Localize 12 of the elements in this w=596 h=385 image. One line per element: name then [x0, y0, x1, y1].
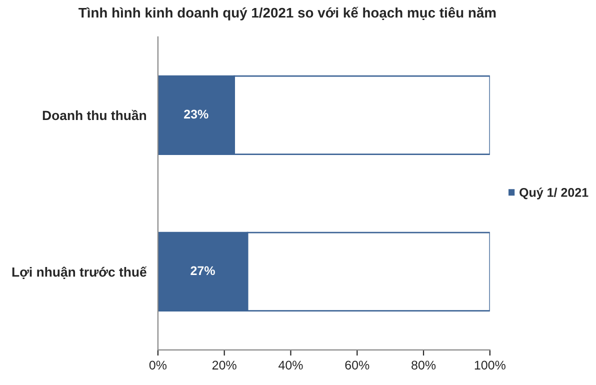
data-label: 27% [190, 266, 215, 276]
y-tick-label: Doanh thu thuần [42, 110, 146, 120]
x-tick-label: 60% [345, 360, 370, 370]
legend-label: Quý 1/ 2021 [520, 188, 588, 200]
x-tick-label: 0% [149, 360, 167, 370]
x-tick-label: 40% [278, 360, 303, 370]
x-tick-label: 80% [412, 360, 436, 370]
y-tick-label: Lợi nhuận trước thuế [12, 266, 147, 279]
x-tick-label: 20% [212, 360, 236, 370]
chart-title: Tình hình kinh doanh quý 1/2021 so với kế hoạch mục tiêu năm [78, 6, 496, 20]
data-label: 23% [184, 110, 208, 119]
x-tick-label: 100% [474, 360, 506, 370]
